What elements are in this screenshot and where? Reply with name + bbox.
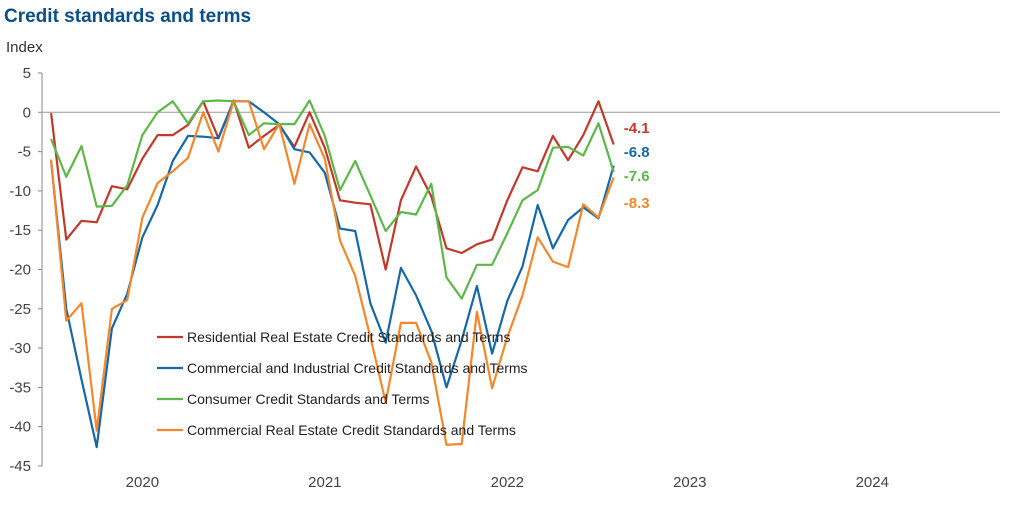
x-tick-label: 2021 xyxy=(308,474,341,491)
legend-label: Commercial Real Estate Credit Standards … xyxy=(187,422,516,438)
end-labels: -4.1 -6.8 -7.6 -8.3 xyxy=(624,120,650,212)
y-tick-label: -10 xyxy=(9,183,31,200)
end-value-label: -7.6 xyxy=(624,168,650,185)
series-lines xyxy=(50,99,615,449)
end-value-label: -8.3 xyxy=(624,195,650,212)
y-tick-label: -20 xyxy=(9,262,31,279)
x-tick-label: 2023 xyxy=(673,474,706,491)
chart-title: Credit standards and terms xyxy=(4,6,252,27)
y-axis-label: Index xyxy=(6,39,43,56)
legend-label: Commercial and Industrial Credit Standar… xyxy=(187,360,528,376)
y-tick-label: 5 xyxy=(23,65,31,82)
x-tick-label: 2020 xyxy=(126,474,159,491)
x-tick-label: 2022 xyxy=(491,474,524,491)
y-tick-label: -30 xyxy=(9,340,31,357)
series-line xyxy=(50,100,615,446)
y-tick-label: -40 xyxy=(9,419,31,436)
y-tick-label: -45 xyxy=(9,458,31,475)
legend: Residential Real Estate Credit Standards… xyxy=(157,329,528,438)
legend-label: Consumer Credit Standards and Terms xyxy=(187,391,430,407)
x-axis: 2020 2021 2022 2023 2024 xyxy=(126,474,889,491)
y-tick-label: -25 xyxy=(9,301,31,318)
y-axis: 5 0 -5 -10 -15 -20 -25 -30 -35 -40 -45 xyxy=(9,65,1000,475)
y-tick-label: 0 xyxy=(23,104,31,121)
end-value-label: -6.8 xyxy=(624,144,650,161)
series-line xyxy=(50,99,615,271)
y-tick-label: -35 xyxy=(9,379,31,396)
y-tick-label: -15 xyxy=(9,222,31,239)
series-line xyxy=(50,99,615,300)
end-value-label: -4.1 xyxy=(624,120,650,137)
x-tick-label: 2024 xyxy=(856,474,889,491)
y-tick-label: -5 xyxy=(18,144,31,161)
legend-label: Residential Real Estate Credit Standards… xyxy=(187,329,510,345)
